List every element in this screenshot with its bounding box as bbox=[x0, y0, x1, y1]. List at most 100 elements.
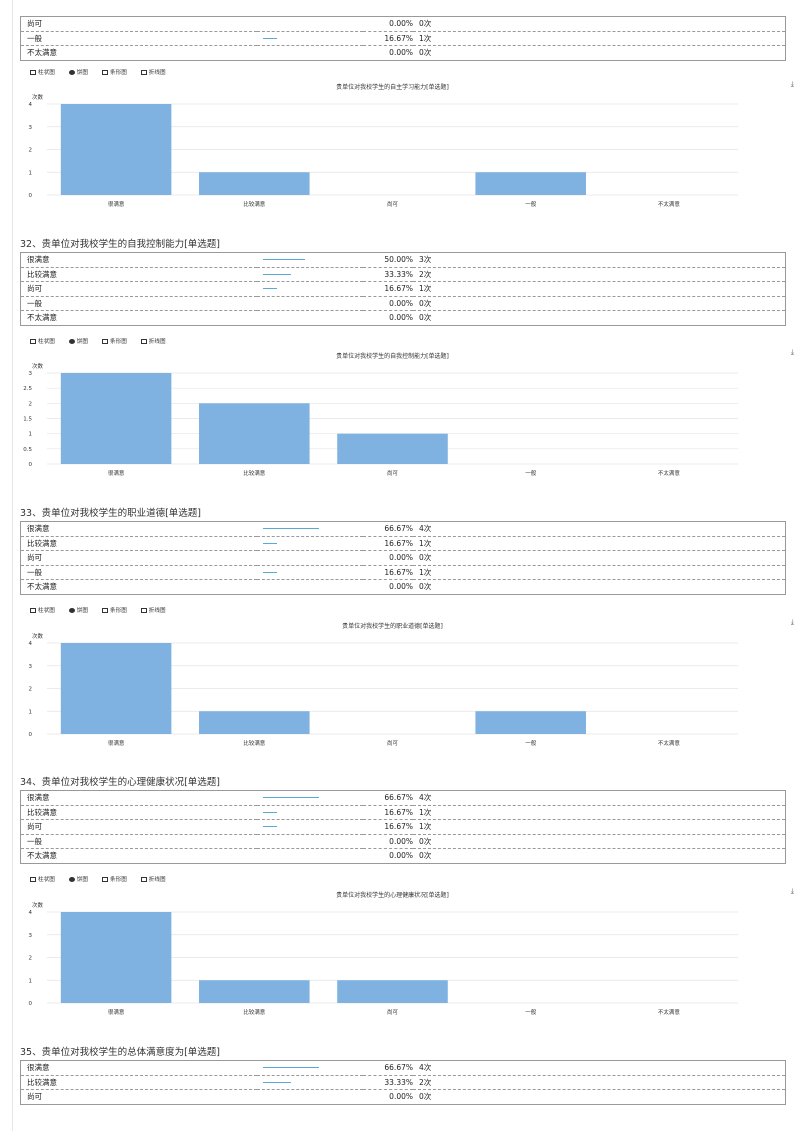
option-count: 3次 bbox=[413, 252, 786, 268]
option-row: 不太满意 0.00% 0次 bbox=[21, 580, 786, 595]
y-tick-label: 3 bbox=[29, 933, 33, 939]
option-mini-bar-cell bbox=[257, 521, 363, 537]
option-row: 一般 0.00% 0次 bbox=[20, 834, 786, 849]
line-chart-icon bbox=[140, 69, 147, 75]
hbar-chart-button[interactable]: 条形图 bbox=[102, 68, 127, 76]
option-count: 4次 bbox=[413, 521, 786, 537]
x-tick-label: 很满意 bbox=[108, 200, 125, 208]
left-border bbox=[12, 0, 13, 1131]
option-row: 一般 16.67% 1次 bbox=[20, 31, 786, 46]
option-count: 0次 bbox=[413, 16, 786, 32]
q32-block: 32、贵单位对我校学生的自我控制能力[单选题] 很满意 50.00% 3次 比较满意 3… bbox=[20, 238, 786, 326]
y-tick-label: 4 bbox=[29, 641, 33, 647]
y-tick-label: 3 bbox=[29, 664, 33, 670]
pie-chart-button[interactable]: 饼图 bbox=[68, 337, 88, 345]
download-icon[interactable]: ⤓ bbox=[790, 80, 794, 88]
chart-2: 贵单位对我校学生的自我控制能力[单选题] 次数 0 0.5 1 1.5 2 2.5 3 很满意 比较… bbox=[23, 352, 738, 477]
bar bbox=[199, 403, 310, 464]
x-tick-label: 一般 bbox=[525, 200, 537, 208]
q35-block: 35、贵单位对我校学生的总体满意度为[单选题] 很满意 66.67% 4次 比较满意 3… bbox=[20, 1046, 786, 1105]
chart-title: 贵单位对我校学生的职业道德[单选题] bbox=[342, 622, 443, 630]
toolbar-label: 饼图 bbox=[76, 608, 88, 614]
option-row: 一般 0.00% 0次 bbox=[20, 296, 786, 311]
bar bbox=[60, 643, 172, 734]
y-tick-label: 2 bbox=[29, 687, 33, 693]
y-tick-label: 2 bbox=[29, 956, 33, 962]
pie-chart-button[interactable]: 饼图 bbox=[68, 68, 88, 76]
option-mini-bar-cell bbox=[257, 311, 363, 326]
option-mini-bar bbox=[263, 1067, 319, 1069]
option-mini-bar bbox=[263, 797, 319, 799]
option-percent: 16.67% bbox=[363, 819, 413, 835]
option-label: 尚可 bbox=[20, 16, 257, 32]
q31-options-block: 尚可 0.00% 0次 一般 16.67% 1次 不太满意 0.00% 0次 bbox=[20, 16, 786, 61]
option-mini-bar-cell bbox=[257, 46, 363, 61]
line-chart-icon bbox=[140, 876, 147, 882]
hbar-chart-button[interactable]: 条形图 bbox=[102, 606, 127, 614]
option-count: 2次 bbox=[413, 267, 786, 282]
y-tick-label: 2 bbox=[29, 401, 33, 407]
bar-chart-button[interactable]: 柱状图 bbox=[30, 606, 55, 614]
q35-options-table: 很满意 66.67% 4次 比较满意 33.33% 2次 尚可 0.00% 0次 bbox=[20, 1060, 786, 1105]
y-tick-label: 0 bbox=[29, 193, 33, 199]
line-chart-button[interactable]: 折线图 bbox=[140, 68, 166, 76]
option-mini-bar-cell bbox=[257, 1075, 363, 1090]
question-title: 33、贵单位对我校学生的职业道德[单选题] bbox=[20, 508, 202, 519]
y-axis-label: 次数 bbox=[32, 901, 44, 909]
toolbar-label: 饼图 bbox=[76, 339, 88, 345]
option-percent: 50.00% bbox=[363, 252, 413, 268]
line-chart-button[interactable]: 折线图 bbox=[140, 606, 166, 614]
option-label: 很满意 bbox=[20, 790, 257, 806]
option-row: 不太满意 0.00% 0次 bbox=[21, 46, 786, 61]
option-count: 0次 bbox=[419, 1092, 432, 1102]
bar bbox=[60, 912, 172, 1003]
option-mini-bar bbox=[263, 826, 277, 828]
q34-block: 34、贵单位对我校学生的心理健康状况[单选题] 很满意 66.67% 4次 比较满意 1… bbox=[20, 776, 786, 864]
option-mini-bar-cell bbox=[257, 580, 363, 595]
option-mini-bar bbox=[263, 37, 277, 39]
option-mini-bar-cell bbox=[257, 296, 363, 311]
chart-toolbar-1: 柱状图 饼图 条形图 折线图 bbox=[30, 67, 166, 77]
option-percent: 33.33% bbox=[363, 1075, 413, 1090]
option-label: 尚可 bbox=[20, 819, 257, 835]
chart-title: 贵单位对我校学生的自我控制能力[单选题] bbox=[336, 352, 449, 360]
bar-chart-icon bbox=[30, 607, 36, 613]
option-row: 比较满意 33.33% 2次 bbox=[20, 1075, 786, 1090]
option-percent: 0.00% bbox=[389, 582, 413, 592]
option-percent: 66.67% bbox=[363, 521, 413, 537]
bar-chart-icon bbox=[30, 876, 36, 882]
option-mini-bar-cell bbox=[257, 565, 363, 580]
option-label: 比较满意 bbox=[20, 1075, 257, 1090]
option-row: 很满意 66.67% 4次 bbox=[20, 1060, 786, 1076]
hbar-chart-button[interactable]: 条形图 bbox=[102, 337, 127, 345]
bar-chart-icon bbox=[30, 338, 36, 344]
option-mini-bar bbox=[263, 571, 277, 573]
x-tick-label: 尚可 bbox=[387, 469, 399, 477]
y-tick-label: 3 bbox=[29, 125, 33, 131]
line-chart-button[interactable]: 折线图 bbox=[140, 337, 166, 345]
download-icon[interactable]: ⤓ bbox=[790, 887, 794, 895]
option-label: 比较满意 bbox=[20, 536, 257, 551]
bar bbox=[337, 433, 448, 464]
pie-chart-button[interactable]: 饼图 bbox=[68, 606, 88, 614]
option-count: 1次 bbox=[413, 819, 786, 835]
line-chart-icon bbox=[140, 338, 147, 344]
option-count: 1次 bbox=[413, 281, 786, 297]
bar-chart-button[interactable]: 柱状图 bbox=[30, 68, 55, 76]
download-icon[interactable]: ⤓ bbox=[790, 618, 794, 626]
y-tick-label: 2 bbox=[29, 148, 33, 154]
option-row: 比较满意 16.67% 1次 bbox=[20, 536, 786, 551]
option-label: 一般 bbox=[20, 834, 257, 849]
download-icon[interactable]: ⤓ bbox=[790, 348, 794, 356]
bar-chart-button[interactable]: 柱状图 bbox=[30, 875, 55, 883]
line-chart-button[interactable]: 折线图 bbox=[140, 875, 166, 883]
pie-chart-button[interactable]: 饼图 bbox=[68, 875, 88, 883]
question-title: 34、贵单位对我校学生的心理健康状况[单选题] bbox=[20, 777, 221, 788]
line-chart-icon bbox=[140, 607, 147, 613]
bar-chart-button[interactable]: 柱状图 bbox=[30, 337, 55, 345]
toolbar-label: 折线图 bbox=[148, 608, 166, 614]
option-mini-bar-cell bbox=[257, 805, 363, 820]
option-label: 不太满意 bbox=[27, 582, 57, 592]
hbar-chart-button[interactable]: 条形图 bbox=[102, 875, 127, 883]
x-tick-label: 尚可 bbox=[387, 1008, 399, 1016]
